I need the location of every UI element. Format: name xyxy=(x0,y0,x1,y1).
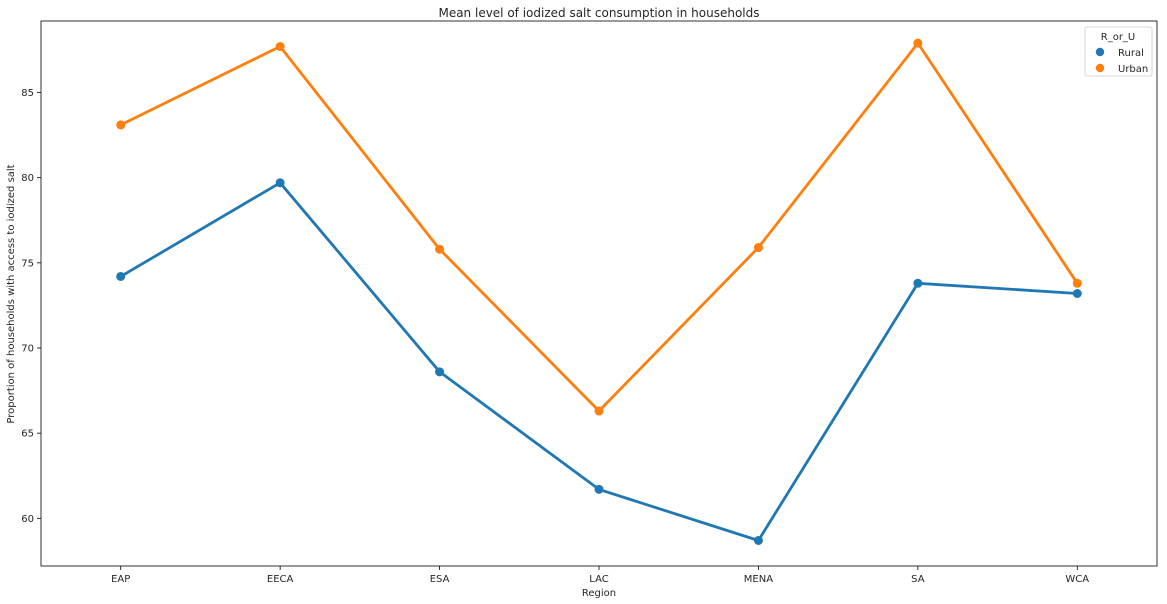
x-tick-label-sa: SA xyxy=(911,574,925,585)
legend: R_or_U Rural Urban xyxy=(1084,26,1153,77)
data-point-rural-lac xyxy=(594,484,604,494)
x-tick-label-lac: LAC xyxy=(589,574,608,585)
data-point-rural-sa xyxy=(913,278,923,288)
data-point-urban-esa xyxy=(435,244,445,254)
chart-title: Mean level of iodized salt consumption i… xyxy=(438,6,759,20)
x-tick-label-wca: WCA xyxy=(1065,574,1089,585)
x-tick-label-eap: EAP xyxy=(111,574,130,585)
x-tick-label-esa: ESA xyxy=(430,574,450,585)
series-layer xyxy=(116,38,1082,545)
data-point-urban-eeca xyxy=(275,42,285,52)
data-point-rural-mena xyxy=(753,535,763,545)
legend-label-rural: Rural xyxy=(1118,48,1144,59)
y-tick-label: 70 xyxy=(21,344,34,355)
data-point-rural-wca xyxy=(1072,289,1082,298)
y-tick-label: 65 xyxy=(21,429,34,440)
y-tick-label: 75 xyxy=(21,258,34,269)
legend-marker-urban xyxy=(1095,63,1105,73)
legend-label-urban: Urban xyxy=(1118,64,1148,75)
data-point-rural-esa xyxy=(435,367,445,377)
y-tick-label: 85 xyxy=(21,88,34,99)
data-point-rural-eeca xyxy=(275,178,285,188)
x-axis-label: Region xyxy=(582,588,616,599)
legend-marker-rural xyxy=(1095,47,1105,57)
y-axis-ticks: 60 65 70 75 80 85 xyxy=(21,88,41,525)
series-rural xyxy=(116,178,1082,545)
y-tick-label: 60 xyxy=(21,514,34,525)
plot-area xyxy=(40,20,1158,567)
series-urban xyxy=(116,38,1082,416)
y-axis-label: Proportion of households with access to … xyxy=(6,164,17,423)
data-point-urban-eap xyxy=(116,120,126,130)
legend-title: R_or_U xyxy=(1101,32,1136,43)
x-axis-ticks: EAP EECA ESA LAC MENA SA WCA xyxy=(111,566,1089,585)
data-point-urban-wca xyxy=(1072,278,1082,288)
legend-box xyxy=(1084,26,1153,77)
x-tick-label-eeca: EECA xyxy=(267,574,294,585)
data-point-urban-mena xyxy=(753,243,763,253)
data-point-rural-eap xyxy=(116,271,126,281)
data-point-urban-sa xyxy=(913,38,923,48)
x-tick-label-mena: MENA xyxy=(744,574,773,585)
data-point-urban-lac xyxy=(594,406,604,416)
y-tick-label: 80 xyxy=(21,173,34,184)
